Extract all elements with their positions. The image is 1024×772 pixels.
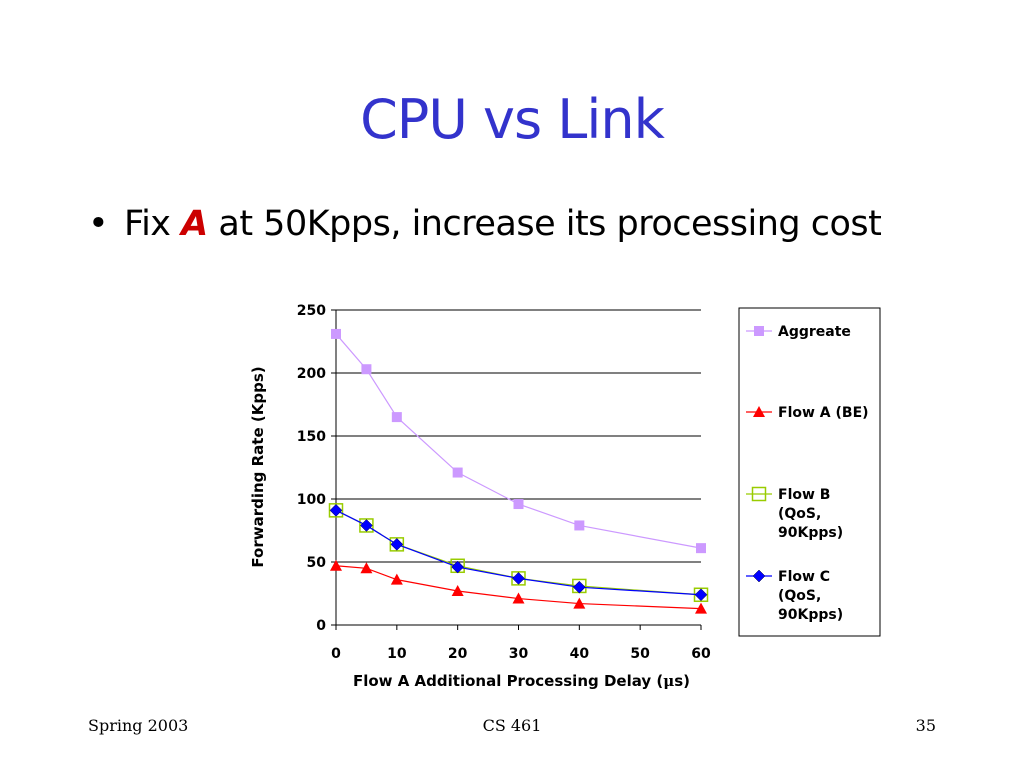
series-2-point-0	[330, 559, 342, 571]
x-tick-label-60: 60	[691, 646, 711, 662]
series-1-point-4	[513, 499, 524, 510]
series-4-point-1	[360, 519, 373, 532]
slide-title: CPU vs Link	[360, 88, 665, 151]
bullet-point: • Fix A at 50Kpps, increase its processin…	[88, 204, 988, 244]
series-2-point-2	[390, 573, 403, 585]
legend-label-3-line-2: (QoS,	[778, 506, 821, 522]
series-1	[331, 328, 706, 554]
footer-course: CS 461	[482, 716, 542, 735]
y-tick-label-100: 100	[297, 492, 326, 508]
x-tick-label-50: 50	[630, 646, 650, 662]
legend-label-4-line-2: (QoS,	[778, 588, 821, 604]
bullet-text-accent: A	[181, 204, 208, 244]
x-tick-label-0: 0	[331, 646, 341, 662]
x-tick-label-10: 10	[387, 646, 407, 662]
legend-label-3-line-1: Flow B	[778, 487, 830, 503]
series-1-point-5	[574, 520, 585, 531]
bullet-text-suffix: at 50Kpps, increase its processing cost	[207, 204, 882, 244]
series-1-point-2	[391, 412, 402, 423]
series-4-point-0	[329, 503, 343, 517]
legend-label-4-line-1: Flow C	[778, 569, 830, 585]
y-axis-label: Forwarding Rate (Kpps)	[249, 366, 267, 567]
legend-label-3-line-3: 90Kpps)	[778, 525, 843, 541]
x-axis-label-end: s)	[674, 672, 690, 690]
legend-marker-2	[753, 406, 765, 417]
legend-box	[738, 307, 881, 637]
legend-marker-1	[754, 326, 764, 336]
series-3-point-4	[511, 571, 526, 586]
series-2-point-5	[573, 597, 586, 609]
bullet-text-prefix: Fix	[124, 204, 182, 244]
x-tick-label-40: 40	[570, 646, 590, 662]
series-3-point-1	[359, 518, 374, 533]
series-2-point-6	[695, 602, 707, 614]
y-tick-label-250: 250	[297, 303, 326, 319]
x-axis-label: Flow A Additional Processing Delay (μs)	[353, 672, 690, 690]
x-axis-label-mu: μ	[663, 672, 674, 690]
series-1-point-0	[331, 328, 341, 339]
series-1-line	[335, 333, 702, 549]
x-tick-label-20: 20	[448, 646, 468, 662]
series-3-point-2	[389, 537, 405, 552]
series-2-point-4	[512, 592, 525, 604]
series-1-point-6	[696, 543, 706, 554]
legend-marker-4	[752, 569, 766, 583]
series-4	[329, 503, 708, 602]
legend-label-4-line-3: 90Kpps)	[778, 607, 843, 623]
x-tick-label-30: 30	[509, 646, 529, 662]
series-1-point-1	[361, 364, 372, 375]
y-tick-label-50: 50	[307, 555, 327, 571]
bullet-marker: •	[88, 204, 109, 244]
y-tick-label-0: 0	[316, 618, 326, 634]
series-3	[328, 503, 709, 603]
legend-entry-3: Flow B (QoS, 90Kpps)	[746, 486, 843, 541]
legend-entry-1: Aggreate	[746, 324, 851, 340]
series-1-point-3	[452, 467, 463, 478]
series-2-point-1	[360, 562, 373, 574]
series-2-point-3	[451, 584, 464, 596]
series-3-point-0	[328, 503, 344, 518]
series-4-point-3	[451, 560, 465, 574]
series-2	[330, 559, 707, 614]
legend-label-2-line-1: Flow A (BE)	[778, 405, 869, 421]
series-4-point-6	[694, 588, 708, 602]
legend-label-1-line-1: Aggreate	[778, 324, 851, 340]
footer-term: Spring 2003	[88, 716, 189, 735]
y-tick-label-200: 200	[297, 366, 326, 382]
legend-entry-4: Flow C (QoS, 90Kpps)	[746, 569, 843, 623]
y-tick-label-150: 150	[297, 429, 326, 445]
footer-page-number: 35	[915, 716, 936, 735]
series-4-point-4	[512, 572, 525, 585]
series-4-point-2	[390, 538, 404, 551]
legend-marker-3	[751, 486, 767, 502]
series-4-point-5	[572, 580, 586, 594]
legend-entry-2: Flow A (BE)	[746, 405, 869, 421]
x-axis-label-main: Flow A Additional Processing Delay (	[353, 672, 663, 690]
